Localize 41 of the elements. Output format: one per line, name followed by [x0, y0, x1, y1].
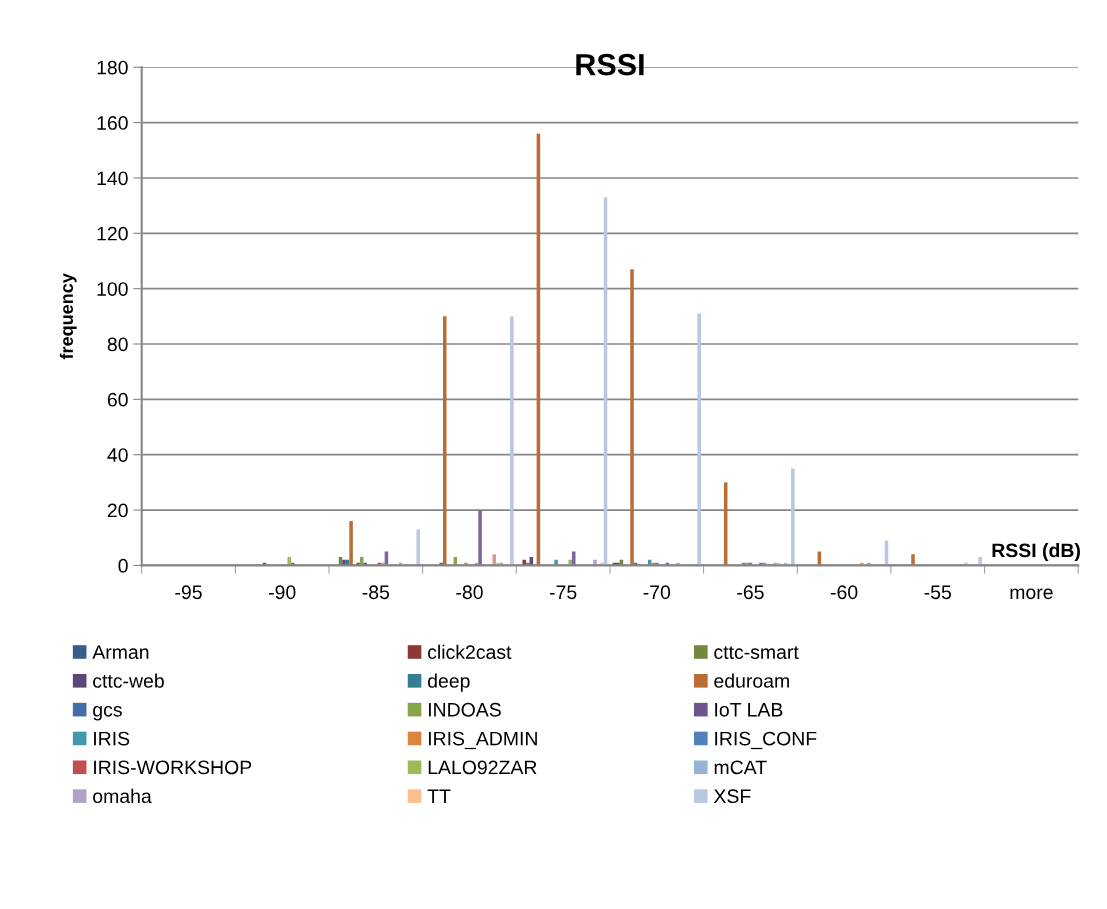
- legend-label: cttc-smart: [714, 646, 799, 659]
- legend-label: mCAT: [714, 760, 767, 775]
- x-tick-label: -70: [643, 585, 671, 600]
- y-tick-label: 180: [97, 60, 128, 75]
- x-tick-label: -55: [924, 585, 951, 600]
- legend-label: cttc-web: [93, 673, 164, 688]
- legend-label: gcs: [93, 705, 122, 721]
- x-tick-label: -65: [737, 585, 764, 600]
- x-tick-label: -95: [175, 585, 202, 600]
- x-tick-label: -85: [362, 585, 390, 600]
- legend-label: LALO92ZAR: [428, 760, 537, 775]
- x-tick-label: -80: [456, 585, 483, 600]
- legend-label: TT: [427, 789, 451, 803]
- legend-label: INDOAS: [428, 702, 501, 717]
- legend-label: deep: [428, 673, 470, 692]
- y-tick-label: 140: [97, 171, 128, 186]
- legend-label: XSF: [713, 789, 751, 804]
- y-axis-title: frequency: [59, 273, 77, 360]
- y-tick-label: 40: [107, 448, 128, 462]
- legend-label: eduroam: [714, 673, 789, 688]
- y-tick-label: 120: [97, 226, 128, 241]
- y-tick-label: 0: [118, 558, 128, 573]
- y-tick-label: 20: [107, 503, 128, 518]
- y-tick-label: 160: [97, 116, 128, 130]
- y-tick-label: 80: [107, 337, 128, 352]
- legend-label: IRIS-WORKSHOP: [94, 760, 252, 775]
- legend-label: IRIS: [94, 731, 130, 746]
- x-tick-label: -60: [830, 585, 858, 600]
- legend-label: IRIS_CONF: [715, 731, 817, 750]
- legend-label: click2cast: [428, 644, 512, 659]
- legend-label: omaha: [93, 788, 152, 804]
- x-axis-title: RSSI (dB): [992, 542, 1080, 562]
- y-tick-label: 60: [107, 392, 128, 407]
- x-tick-label: -75: [549, 585, 577, 600]
- y-tick-label: 100: [97, 282, 128, 296]
- legend-label: IoT LAB: [715, 703, 783, 717]
- x-tick-label: -90: [268, 585, 296, 600]
- x-tick-label: more: [1010, 588, 1053, 600]
- chart-title: RSSI: [576, 53, 644, 76]
- legend-label: Arman: [92, 645, 149, 659]
- legend-label: IRIS_ADMIN: [428, 731, 537, 750]
